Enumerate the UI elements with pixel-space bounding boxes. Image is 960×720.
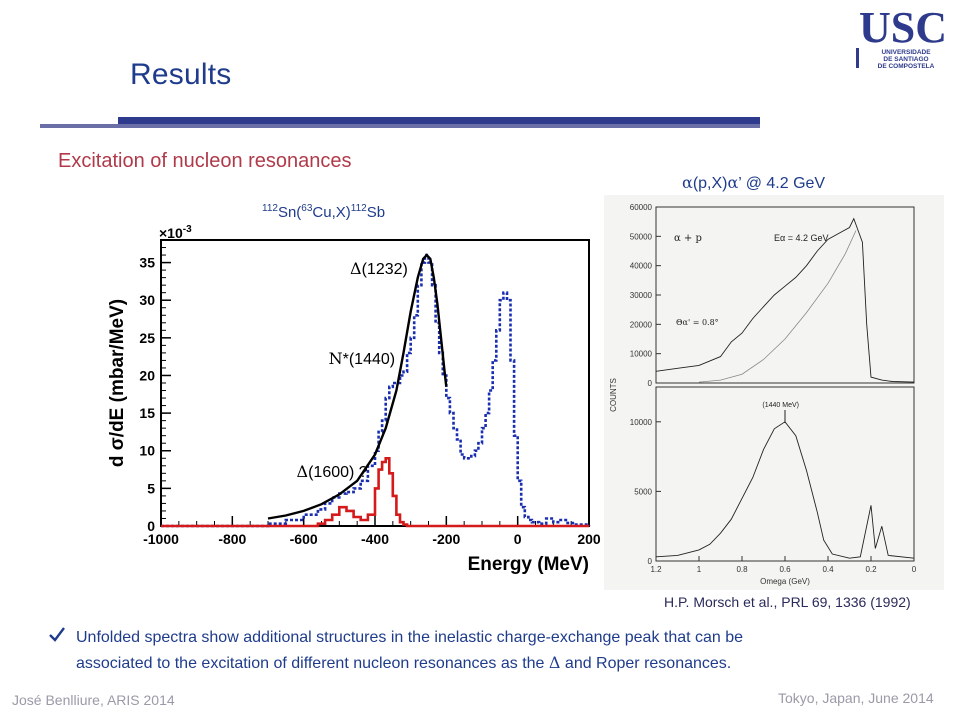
blue-spectrum-line (161, 253, 591, 528)
usc-logo: USC UNIVERSIDADE DE SANTIAGO DE COMPOSTE… (852, 4, 954, 70)
mass-number: 63 (301, 203, 313, 214)
reaction-part: (p,X) (692, 175, 728, 192)
top-y-tick-label: 40000 (630, 262, 653, 271)
top-y-tick-label: 30000 (630, 291, 653, 300)
bullet-text-part: and Roper resonances. (560, 655, 732, 672)
arrow-label: (1440 MeV) (762, 402, 799, 409)
angle-label: Θα' = 0.8° (676, 318, 719, 327)
top-y-tick-label: 10000 (630, 350, 653, 359)
alpha-symbol: α (727, 173, 739, 192)
x-tick-label: 0.2 (865, 565, 877, 574)
alpha-symbol: α (682, 173, 693, 192)
top-y-tick-label: 0 (648, 379, 653, 388)
footer-author: José Benlliure, ARIS 2014 (12, 692, 175, 708)
bottom-y-tick-label: 10000 (630, 418, 653, 427)
y-tick-label: 20 (139, 367, 155, 383)
y-tick-label: 5 (147, 480, 155, 496)
x-tick-label: 0.6 (779, 565, 791, 574)
left-chart-title: 112Sn(63Cu,X)112Sb (262, 203, 385, 221)
x-tick-label: 0.8 (736, 565, 748, 574)
resonance-annotation: Δ(1600) ? (297, 462, 368, 481)
y-tick-label: 10 (139, 443, 155, 459)
y-axis-label: COUNTS (609, 378, 618, 412)
y-tick-label: 0 (147, 518, 155, 534)
x-tick-label: 200 (577, 531, 601, 547)
mass-number: 112 (350, 203, 367, 214)
svg-text:DE SANTIAGO: DE SANTIAGO (883, 56, 928, 63)
top-y-tick-label: 50000 (630, 232, 653, 241)
x-tick-label: -200 (432, 531, 460, 547)
x-tick-label: -800 (218, 531, 246, 547)
y-tick-label: 15 (139, 405, 155, 421)
bottom-y-tick-label: 5000 (634, 487, 652, 496)
section-subtitle: Excitation of nucleon resonances (58, 150, 352, 172)
resonance-annotation: N*(1440) (329, 349, 395, 368)
svg-text:DE COMPOSTELA: DE COMPOSTELA (878, 63, 935, 70)
checkmark-icon (49, 627, 65, 642)
title-divider (40, 117, 760, 128)
reaction-part: ’ @ 4.2 GeV (738, 175, 826, 192)
figure-background (604, 195, 944, 590)
top-y-tick-label: 20000 (630, 320, 653, 329)
bullet-line-2: associated to the excitation of differen… (50, 650, 930, 676)
x-tick-label: 1.2 (650, 565, 662, 574)
footer-venue: Tokyo, Japan, June 2014 (778, 690, 934, 706)
top-y-tick-label: 60000 (630, 203, 653, 212)
y-tick-label: 30 (139, 292, 155, 308)
energy-label: Eα = 4.2 GeV (774, 233, 828, 243)
y-tick-label: 25 (139, 330, 155, 346)
resonance-annotation: Δ(1232) (350, 259, 408, 278)
y-multiplier: ×10-3 (159, 224, 192, 241)
y-axis-label: d σ/dE (mbar/MeV) (107, 299, 128, 467)
morsch-spectrum-figure: 0 10000 20000 30000 40000 50000 60000 0 5000 1000… (604, 195, 944, 590)
red-spectrum-line (161, 457, 589, 528)
svg-text:UNIVERSIDADE: UNIVERSIDADE (881, 49, 931, 56)
right-chart-title: α(p,X)α’ @ 4.2 GeV (682, 173, 825, 193)
mass-number: 112 (262, 203, 278, 214)
bottom-y-tick-label: 0 (648, 557, 653, 566)
citation: H.P. Morsch et al., PRL 69, 1336 (1992) (664, 594, 911, 610)
reaction-part: Cu,X) (312, 204, 351, 221)
delta-symbol: Δ (548, 653, 561, 672)
x-tick-label: 0.4 (822, 565, 834, 574)
x-tick-label: -400 (361, 531, 389, 547)
x-axis-label: Energy (MeV) (468, 554, 589, 575)
plot-frame (160, 239, 590, 527)
reaction-label: α + p (674, 233, 702, 244)
x-tick-label: 0 (514, 531, 522, 547)
bullet-text-part: associated to the excitation of differen… (76, 655, 549, 672)
top-spectrum-trace (655, 217, 915, 383)
x-tick-label: 1 (697, 565, 702, 574)
reaction-part: Sn( (277, 204, 302, 221)
reaction-part: Sb (366, 204, 386, 221)
bottom-spectrum-trace (655, 421, 915, 559)
page-title: Results (130, 58, 232, 91)
x-tick-label: -600 (290, 531, 318, 547)
fit-curve (267, 253, 448, 520)
energy-spectrum-chart: -1000 -800 -600 -400 -200 0 200 0 5 10 15 20 25 30 35×… (107, 224, 601, 575)
top-background-curve (698, 230, 857, 383)
x-axis-label: Omega (GeV) (760, 577, 810, 586)
x-tick-label: 0 (912, 565, 917, 574)
y-tick-label: 35 (139, 255, 155, 271)
svg-text:USC: USC (859, 4, 947, 52)
bullet-line-1: Unfolded spectra show additional structu… (76, 629, 744, 646)
bullet-text: Unfolded spectra show additional structu… (49, 625, 930, 676)
x-tick-label: -1000 (143, 531, 179, 547)
